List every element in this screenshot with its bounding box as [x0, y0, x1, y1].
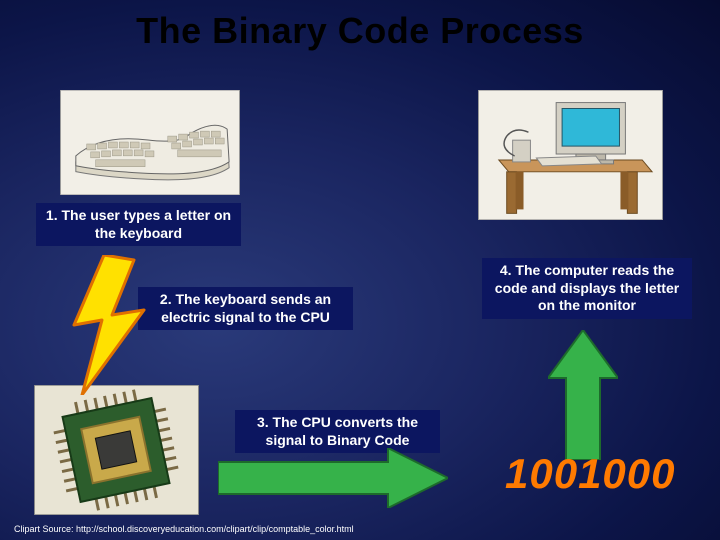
clipart-source: Clipart Source: http://school.discoverye…	[14, 524, 354, 534]
arrow-up-icon	[548, 330, 618, 460]
step-2-caption: 2. The keyboard sends an electric signal…	[138, 287, 353, 330]
step-3-caption: 3. The CPU converts the signal to Binary…	[235, 410, 440, 453]
computer-image	[478, 90, 663, 220]
lightning-bolt-icon	[64, 255, 154, 395]
binary-code-text: 1001000	[505, 450, 676, 498]
keyboard-image	[60, 90, 240, 195]
arrow-right-icon	[218, 448, 448, 508]
step-4-caption: 4. The computer reads the code and displ…	[482, 258, 692, 319]
cpu-chip-icon	[35, 385, 198, 515]
cpu-image	[34, 385, 199, 515]
computer-icon	[479, 90, 662, 220]
step-1-caption: 1. The user types a letter on the keyboa…	[36, 203, 241, 246]
page-title: The Binary Code Process	[0, 0, 720, 52]
keyboard-icon	[61, 90, 239, 195]
